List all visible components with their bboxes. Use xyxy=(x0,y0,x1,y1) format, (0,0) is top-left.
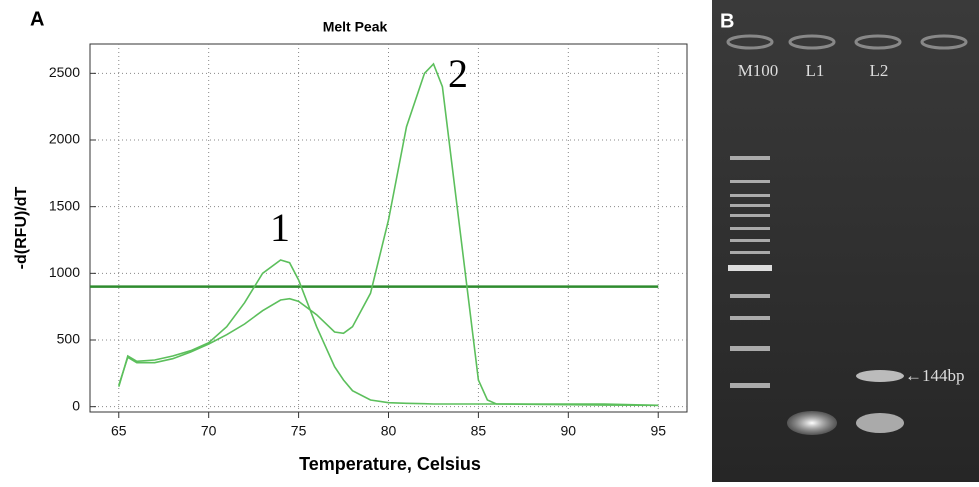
x-tick-label: 85 xyxy=(471,423,487,439)
x-tick-label: 95 xyxy=(650,423,666,439)
y-tick-label: 500 xyxy=(57,331,81,347)
chart-title: Melt Peak xyxy=(323,19,388,35)
x-tick-label: 65 xyxy=(111,423,127,439)
y-axis-label: -d(RFU)/dT xyxy=(13,186,30,269)
x-tick-label: 80 xyxy=(381,423,397,439)
x-axis-label: Temperature, Celsius xyxy=(299,454,481,474)
panel-label: A xyxy=(30,8,44,30)
peak-annotation: 2 xyxy=(448,51,468,96)
y-tick-label: 2500 xyxy=(49,64,80,80)
lane-label: M100 xyxy=(738,61,779,80)
x-tick-label: 90 xyxy=(561,423,577,439)
peak-annotation: 1 xyxy=(270,205,290,250)
y-tick-label: 1000 xyxy=(49,264,80,280)
figure: A Melt Peak Temperature, Celsius -d(RFU)… xyxy=(0,0,979,482)
y-tick-label: 0 xyxy=(72,397,80,413)
panel-label: B xyxy=(720,10,734,32)
x-tick-label: 70 xyxy=(201,423,217,439)
y-tick-label: 2000 xyxy=(49,131,80,147)
x-tick-label: 75 xyxy=(291,423,307,439)
band-label: ←144bp xyxy=(905,366,965,385)
lane-label: L2 xyxy=(870,61,889,80)
lane-label: L1 xyxy=(806,61,825,80)
y-tick-label: 1500 xyxy=(49,197,80,213)
